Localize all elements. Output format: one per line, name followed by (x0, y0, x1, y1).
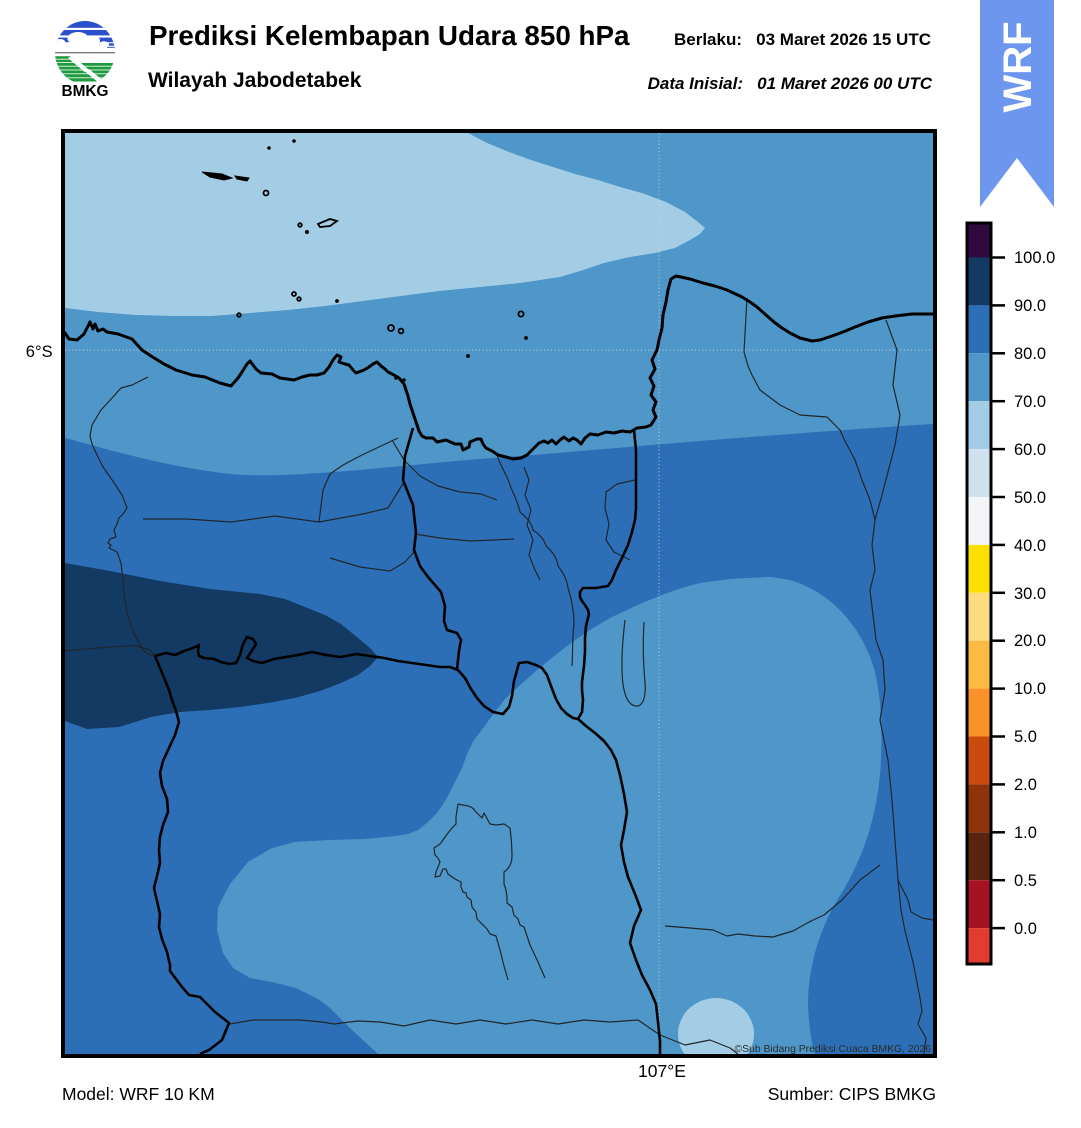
svg-text:5.0: 5.0 (1014, 728, 1037, 746)
svg-text:50.0: 50.0 (1014, 489, 1046, 507)
svg-text:2.0: 2.0 (1014, 776, 1037, 794)
svg-text:60.0: 60.0 (1014, 441, 1046, 459)
svg-text:40.0: 40.0 (1014, 537, 1046, 555)
svg-text:1.0: 1.0 (1014, 824, 1037, 842)
svg-text:WRF: WRF (996, 21, 1040, 112)
svg-text:0.5: 0.5 (1014, 872, 1037, 890)
svg-text:30.0: 30.0 (1014, 585, 1046, 603)
svg-text:20.0: 20.0 (1014, 632, 1046, 650)
svg-text:100.0: 100.0 (1014, 249, 1055, 267)
svg-text:10.0: 10.0 (1014, 680, 1046, 698)
svg-text:90.0: 90.0 (1014, 297, 1046, 315)
svg-text:©Sub Bidang Prediksi Cuaca BMK: ©Sub Bidang Prediksi Cuaca BMKG, 2026 (734, 1044, 931, 1054)
svg-text:80.0: 80.0 (1014, 345, 1046, 363)
svg-text:0.0: 0.0 (1014, 920, 1037, 938)
svg-text:70.0: 70.0 (1014, 393, 1046, 411)
